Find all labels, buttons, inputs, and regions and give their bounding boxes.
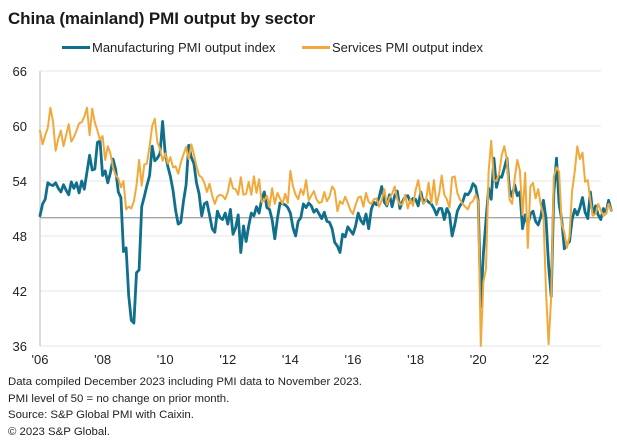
x-tick-label: '06: [32, 352, 49, 367]
legend-item-manufacturing: Manufacturing PMI output index: [62, 40, 276, 55]
legend-swatch-manufacturing: [62, 46, 90, 49]
series-line-services: [39, 106, 613, 347]
chart-legend: Manufacturing PMI output index Services …: [0, 40, 617, 60]
footnote-pmi-level: PMI level of 50 = no change on prior mon…: [8, 392, 230, 405]
series-line-manufacturing: [38, 120, 613, 325]
y-tick-label: 54: [13, 174, 27, 189]
series-lines: [38, 106, 613, 347]
footnote-source: Source: S&P Global PMI with Caixin.: [8, 409, 194, 421]
footnote-copyright: © 2023 S&P Global.: [8, 425, 110, 438]
y-tick-label: 60: [13, 119, 27, 134]
y-tick-label: 42: [13, 284, 27, 299]
x-tick-label: '08: [94, 352, 111, 367]
y-tick-label: 66: [13, 64, 27, 79]
x-tick-label: '16: [345, 352, 362, 367]
legend-item-services: Services PMI output index: [302, 40, 483, 55]
chart-title: China (mainland) PMI output by sector: [8, 9, 316, 28]
x-tick-label: '10: [157, 352, 174, 367]
x-tick-label: '20: [470, 352, 487, 367]
y-tick-label: 48: [13, 229, 27, 244]
x-tick-label: '22: [532, 352, 549, 367]
gridlines: [40, 70, 601, 347]
x-tick-label: '14: [282, 352, 299, 367]
legend-label-services: Services PMI output index: [332, 40, 484, 55]
x-tick-label: '12: [219, 352, 236, 367]
footnotes: Data compiled December 2023 including PM…: [8, 374, 362, 440]
legend-label-manufacturing: Manufacturing PMI output index: [92, 40, 276, 55]
y-axis-ticks: 36 42 48 54 60 66: [13, 64, 27, 354]
x-axis-ticks: '06 '08 '10 '12 '14 '16 '18 '20 '22: [32, 352, 550, 367]
x-tick-label: '18: [407, 352, 424, 367]
footnote-data-compiled: Data compiled December 2023 including PM…: [8, 376, 362, 388]
legend-swatch-services: [302, 46, 330, 49]
y-tick-label: 36: [13, 339, 27, 354]
